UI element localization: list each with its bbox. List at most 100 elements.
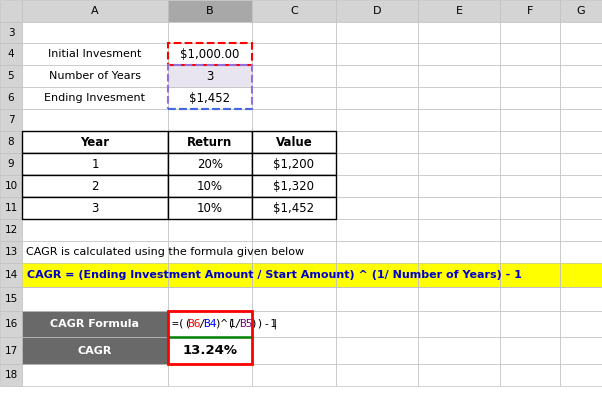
Text: A: A	[91, 6, 99, 16]
Bar	[22, 175, 168, 197]
Bar	[22, 337, 168, 364]
Bar	[336, 153, 418, 175]
Text: B6: B6	[188, 319, 201, 329]
Bar	[252, 0, 336, 22]
Bar	[22, 87, 168, 109]
Bar	[22, 311, 168, 337]
Text: Year: Year	[81, 136, 110, 149]
Bar	[336, 65, 418, 87]
Bar	[0, 241, 22, 263]
Bar	[168, 131, 252, 153]
Bar	[500, 263, 560, 287]
Bar	[252, 131, 336, 153]
Bar	[336, 337, 418, 364]
Bar	[252, 337, 336, 364]
Bar	[418, 43, 500, 65]
Bar	[560, 153, 602, 175]
Text: Number of Years: Number of Years	[49, 71, 141, 81]
Text: B5: B5	[240, 319, 253, 329]
Bar	[418, 263, 500, 287]
Text: 10%: 10%	[197, 201, 223, 214]
Bar	[560, 364, 602, 386]
Bar	[168, 337, 252, 364]
Bar	[252, 153, 336, 175]
Bar	[0, 311, 22, 337]
Text: G: G	[577, 6, 585, 16]
Text: B: B	[206, 6, 214, 16]
Bar	[252, 22, 336, 43]
Text: 12: 12	[4, 225, 17, 235]
Bar	[336, 311, 418, 337]
Bar	[22, 65, 168, 87]
Bar	[500, 311, 560, 337]
Text: 8: 8	[8, 137, 14, 147]
Bar	[0, 263, 22, 287]
Bar	[0, 337, 22, 364]
Bar	[560, 287, 602, 311]
Text: 11: 11	[4, 203, 17, 213]
Text: 1: 1	[92, 158, 99, 171]
Bar	[252, 263, 336, 287]
Bar	[22, 197, 168, 219]
Bar	[0, 43, 22, 65]
Bar	[560, 22, 602, 43]
Text: Value: Value	[276, 136, 312, 149]
Bar	[0, 153, 22, 175]
Bar	[168, 337, 252, 364]
Bar	[168, 287, 252, 311]
Bar	[168, 175, 252, 197]
Bar	[500, 287, 560, 311]
Bar	[168, 65, 252, 109]
Text: CAGR: CAGR	[78, 346, 112, 355]
Bar	[336, 219, 418, 241]
Bar	[418, 337, 500, 364]
Bar	[500, 65, 560, 87]
Text: 13.24%: 13.24%	[182, 344, 238, 357]
Bar	[252, 197, 336, 219]
Bar	[0, 109, 22, 131]
Bar	[500, 364, 560, 386]
Text: 10%: 10%	[197, 180, 223, 193]
Bar	[22, 153, 168, 175]
Bar	[500, 131, 560, 153]
Bar	[22, 197, 168, 219]
Bar	[0, 197, 22, 219]
Bar	[252, 43, 336, 65]
Bar	[168, 43, 252, 65]
Bar	[168, 241, 252, 263]
Bar	[0, 87, 22, 109]
Text: $1,200: $1,200	[273, 158, 314, 171]
Text: 16: 16	[4, 319, 17, 329]
Bar	[560, 175, 602, 197]
Text: 2: 2	[92, 180, 99, 193]
Text: Initial Invesment: Initial Invesment	[48, 49, 141, 59]
Bar	[500, 109, 560, 131]
Bar	[336, 131, 418, 153]
Bar	[168, 0, 252, 22]
Text: Ending Invesment: Ending Invesment	[45, 93, 146, 103]
Bar	[252, 263, 336, 287]
Text: Return: Return	[187, 136, 232, 149]
Bar	[0, 22, 22, 43]
Bar	[500, 175, 560, 197]
Text: 3: 3	[206, 69, 214, 82]
Bar	[252, 241, 336, 263]
Text: 7: 7	[8, 115, 14, 125]
Bar	[252, 311, 336, 337]
Bar	[0, 65, 22, 87]
Bar	[168, 87, 252, 109]
Bar	[500, 87, 560, 109]
Text: C: C	[290, 6, 298, 16]
Bar	[418, 241, 500, 263]
Text: CAGR = (Ending Investment Amount / Start Amount) ^ (1/ Number of Years) - 1: CAGR = (Ending Investment Amount / Start…	[27, 270, 522, 280]
Text: 9: 9	[8, 159, 14, 169]
Bar	[560, 219, 602, 241]
Bar	[252, 364, 336, 386]
Bar	[168, 131, 252, 153]
Text: /: /	[198, 319, 205, 329]
Bar	[22, 241, 168, 263]
Text: 1/: 1/	[229, 319, 243, 329]
Bar	[336, 87, 418, 109]
Bar	[418, 109, 500, 131]
Text: 10: 10	[4, 181, 17, 191]
